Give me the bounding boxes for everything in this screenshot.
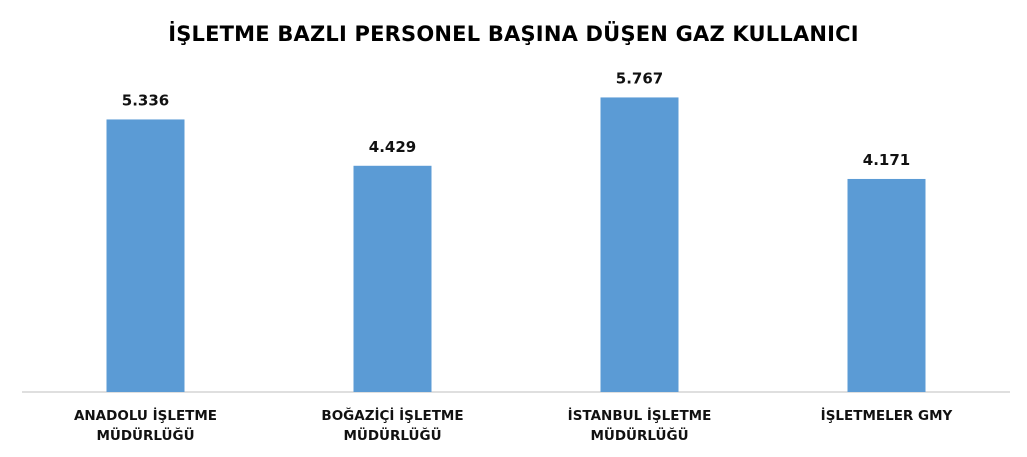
data-label-0: 5.336 bbox=[122, 91, 169, 109]
category-label-1: BOĞAZİÇİ İŞLETME MÜDÜRLÜĞÜ bbox=[321, 406, 463, 444]
bar-2 bbox=[600, 97, 679, 392]
data-label-2: 5.767 bbox=[616, 69, 663, 87]
category-label-0: ANADOLU İŞLETME MÜDÜRLÜĞÜ bbox=[74, 407, 217, 444]
data-label-1: 4.429 bbox=[369, 138, 416, 156]
category-label-2: İSTANBUL İŞLETME MÜDÜRLÜĞÜ bbox=[568, 407, 712, 444]
data-label-3: 4.171 bbox=[863, 151, 910, 169]
bar-3 bbox=[847, 178, 926, 392]
chart-title: İŞLETME BAZLI PERSONEL BAŞINA DÜŞEN GAZ … bbox=[168, 22, 859, 46]
category-label-3: İŞLETMELER GMY bbox=[821, 407, 953, 424]
bar-1 bbox=[353, 165, 432, 392]
bar-0 bbox=[106, 119, 185, 392]
